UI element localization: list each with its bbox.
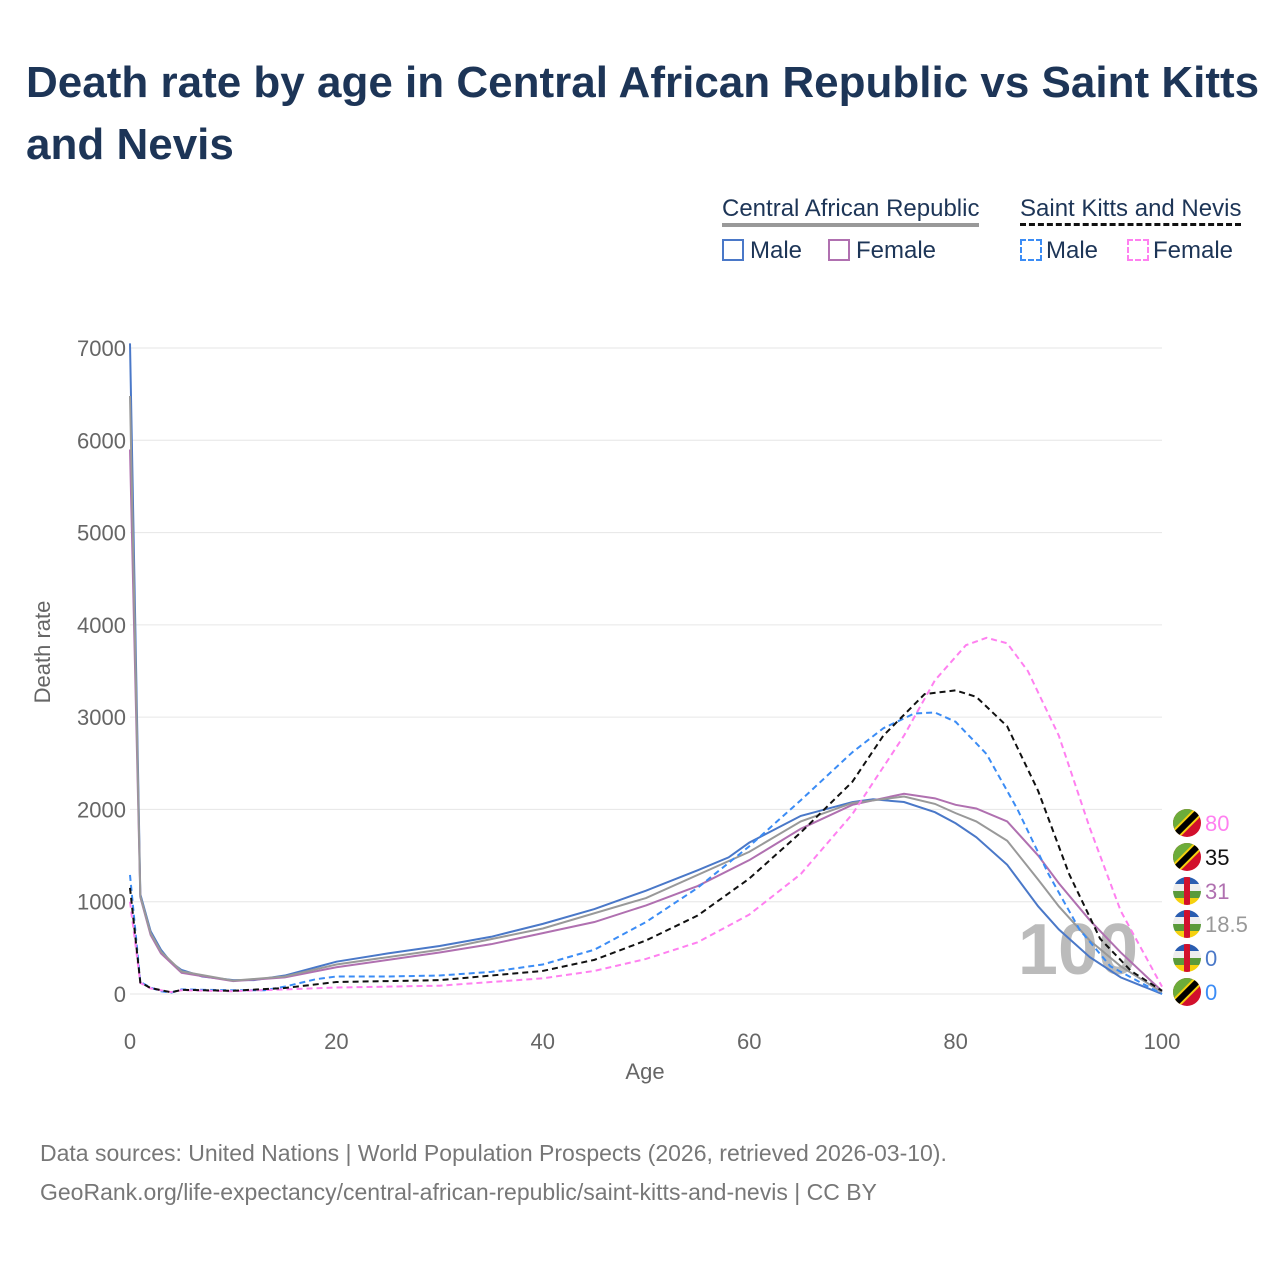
skn-flag-icon [1173,809,1201,837]
car-flag-icon [1173,944,1201,972]
x-tick-label: 60 [737,1029,761,1054]
x-tick-label: 80 [943,1029,967,1054]
y-tick-label: 1000 [77,890,126,915]
skn-flag-icon [1173,843,1201,871]
legend-swatch [1020,239,1042,261]
legend-label: Male [750,237,803,264]
series-end-label: 0 [1205,980,1217,1005]
legend-swatch [1127,239,1149,261]
legend-car-female[interactable]: Female [828,237,936,265]
legend-label: Female [856,237,937,264]
y-tick-label: 3000 [77,705,126,730]
series-line[interactable] [129,636,1163,994]
y-tick-label: 5000 [77,521,126,546]
series-line[interactable] [129,395,1163,994]
car-flag-icon [1173,877,1201,905]
series-end-label: 35 [1205,845,1229,870]
series-line[interactable] [129,449,1163,992]
y-axis-label: Death rate [30,601,55,704]
x-tick-label: 100 [1144,1029,1181,1054]
y-tick-label: 2000 [77,797,126,822]
legend-swatch [722,239,744,261]
legend-swatch [828,239,850,261]
legend-label: Female [1153,237,1234,264]
x-tick-label: 20 [324,1029,348,1054]
y-tick-label: 6000 [77,428,126,453]
x-tick-label: 0 [124,1029,136,1054]
y-tick-label: 0 [114,982,126,1007]
legend-car-male[interactable]: Male [722,237,802,265]
legend-group-skn[interactable]: Saint Kitts and Nevis [1020,195,1242,226]
source-text: Data sources: United Nations | World Pop… [40,1140,947,1166]
legend-label: Male [1046,237,1099,264]
x-axis-label: Age [625,1059,664,1084]
skn-flag-icon [1173,978,1201,1006]
y-tick-label: 7000 [77,336,126,361]
legend-skn-female[interactable]: Female [1127,237,1233,265]
series-end-label: 18.5 [1205,912,1248,937]
series-end-label: 80 [1205,811,1229,836]
series-line[interactable] [129,689,1163,994]
legend-group-car[interactable]: Central African Republic [722,195,980,227]
series-line[interactable] [129,343,1163,995]
series-end-label: 31 [1205,879,1229,904]
series-line[interactable] [129,711,1163,995]
chart-title: Death rate by age in Central African Rep… [26,58,1260,169]
series-end-label: 0 [1205,946,1217,971]
car-flag-icon [1173,910,1201,938]
legend-skn-male[interactable]: Male [1020,237,1098,265]
y-tick-label: 4000 [77,613,126,638]
x-tick-label: 40 [531,1029,555,1054]
source-url[interactable]: GeoRank.org/life-expectancy/central-afri… [40,1179,877,1205]
